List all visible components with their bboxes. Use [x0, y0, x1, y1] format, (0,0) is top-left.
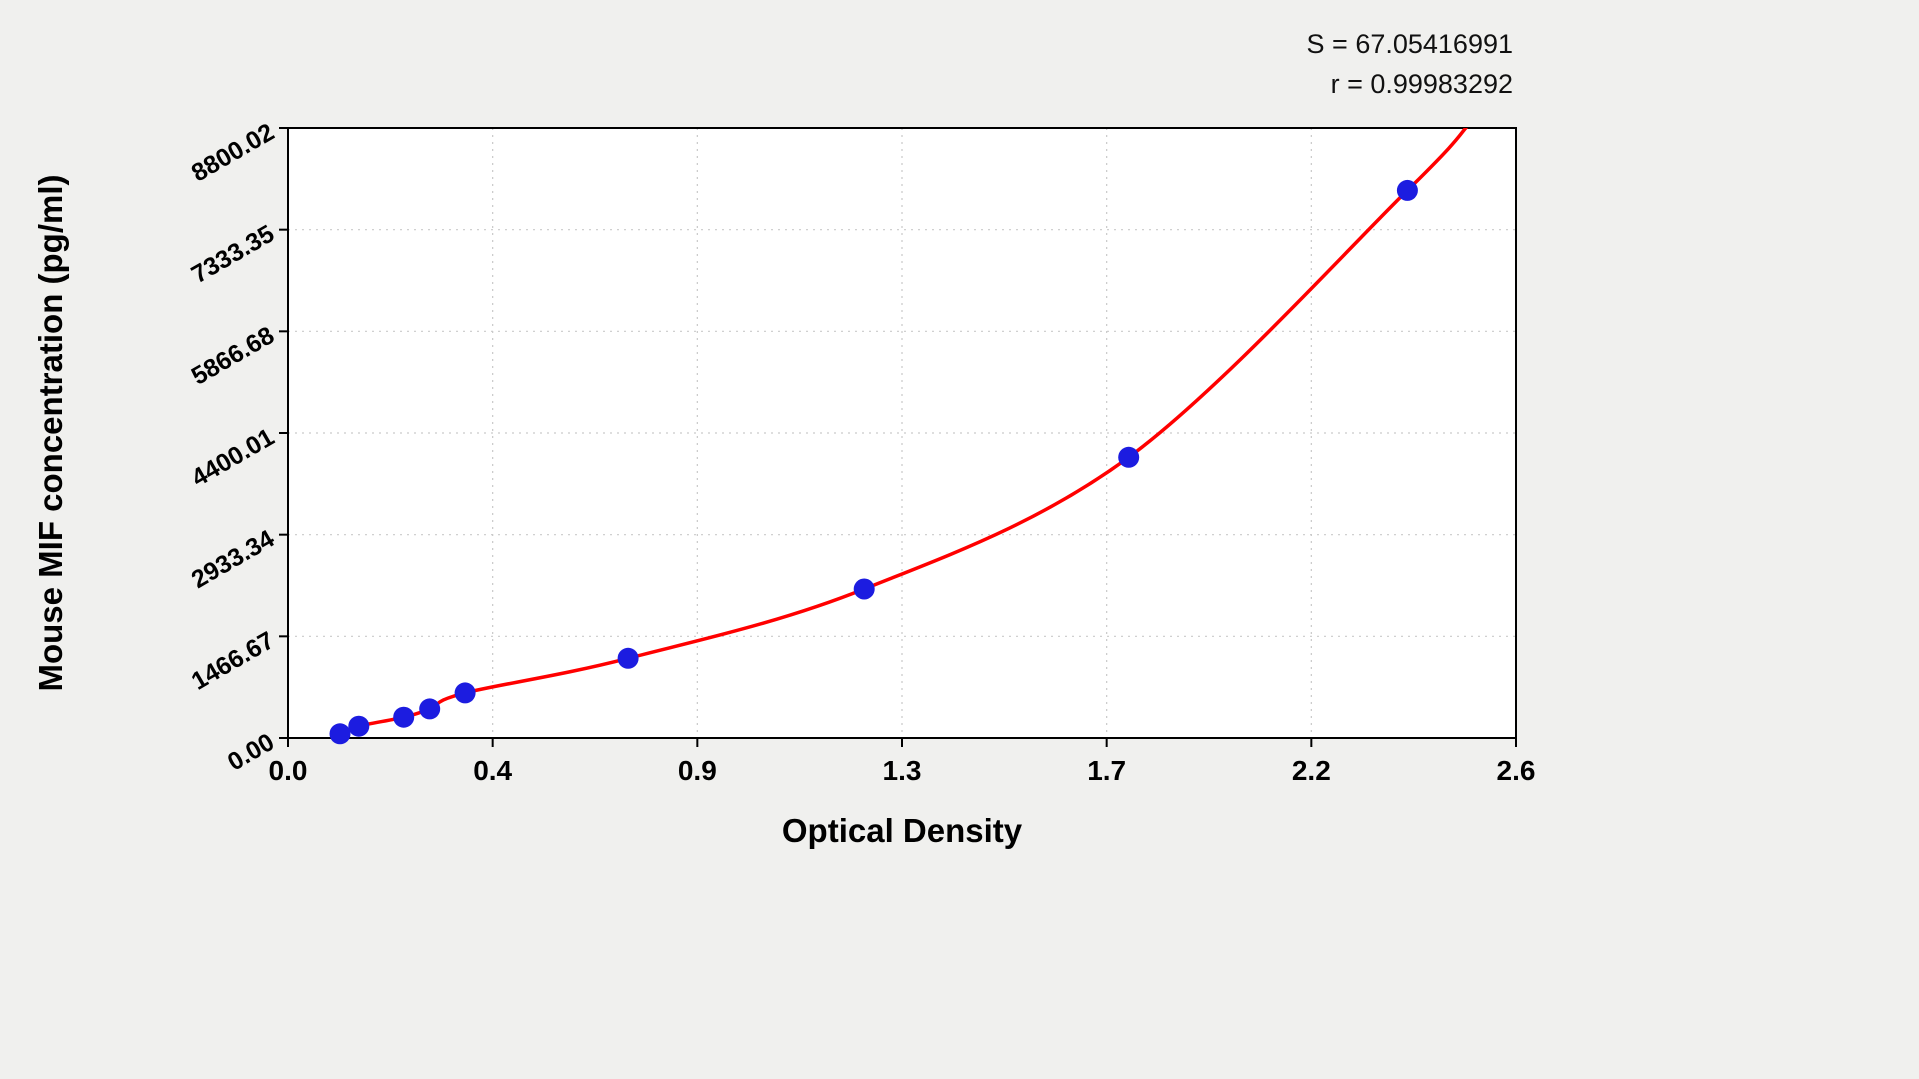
y-tick-label: 5866.68 — [187, 321, 279, 390]
plot-group: 0.0 0.4 0.9 1.3 1.7 2.2 2.60.001466.672933.344… — [187, 118, 1536, 786]
x-tick-label: 1.3 — [883, 755, 922, 786]
data-point — [454, 682, 476, 704]
data-point — [1118, 446, 1140, 468]
y-tick-label: 2933.34 — [187, 525, 279, 594]
data-point — [348, 715, 370, 737]
x-axis-title: Optical Density — [782, 812, 1023, 849]
y-tick-label: 7333.35 — [187, 220, 279, 289]
y-tick-label: 8800.02 — [187, 118, 279, 187]
fit-r-value: r = 0.99983292 — [1331, 69, 1513, 99]
y-axis-title: Mouse MIF concentration (pg/ml) — [32, 175, 69, 692]
data-point — [393, 706, 415, 728]
x-tick-label: 0.9 — [678, 755, 717, 786]
data-point — [617, 647, 639, 669]
plot-border — [287, 127, 1517, 739]
data-point — [1396, 179, 1418, 201]
x-tick-label: 2.2 — [1292, 755, 1331, 786]
y-tick-label: 1466.67 — [187, 626, 279, 695]
fit-s-value: S = 67.05416991 — [1307, 29, 1513, 59]
x-tick-label: 2.6 — [1497, 755, 1536, 786]
y-tick-label: 4400.01 — [187, 423, 279, 492]
x-tick-label: 0.4 — [473, 755, 512, 786]
x-tick-label: 0.0 — [269, 755, 308, 786]
data-point — [853, 578, 875, 600]
data-point — [329, 723, 351, 745]
x-tick-label: 1.7 — [1087, 755, 1126, 786]
data-point — [419, 698, 441, 720]
